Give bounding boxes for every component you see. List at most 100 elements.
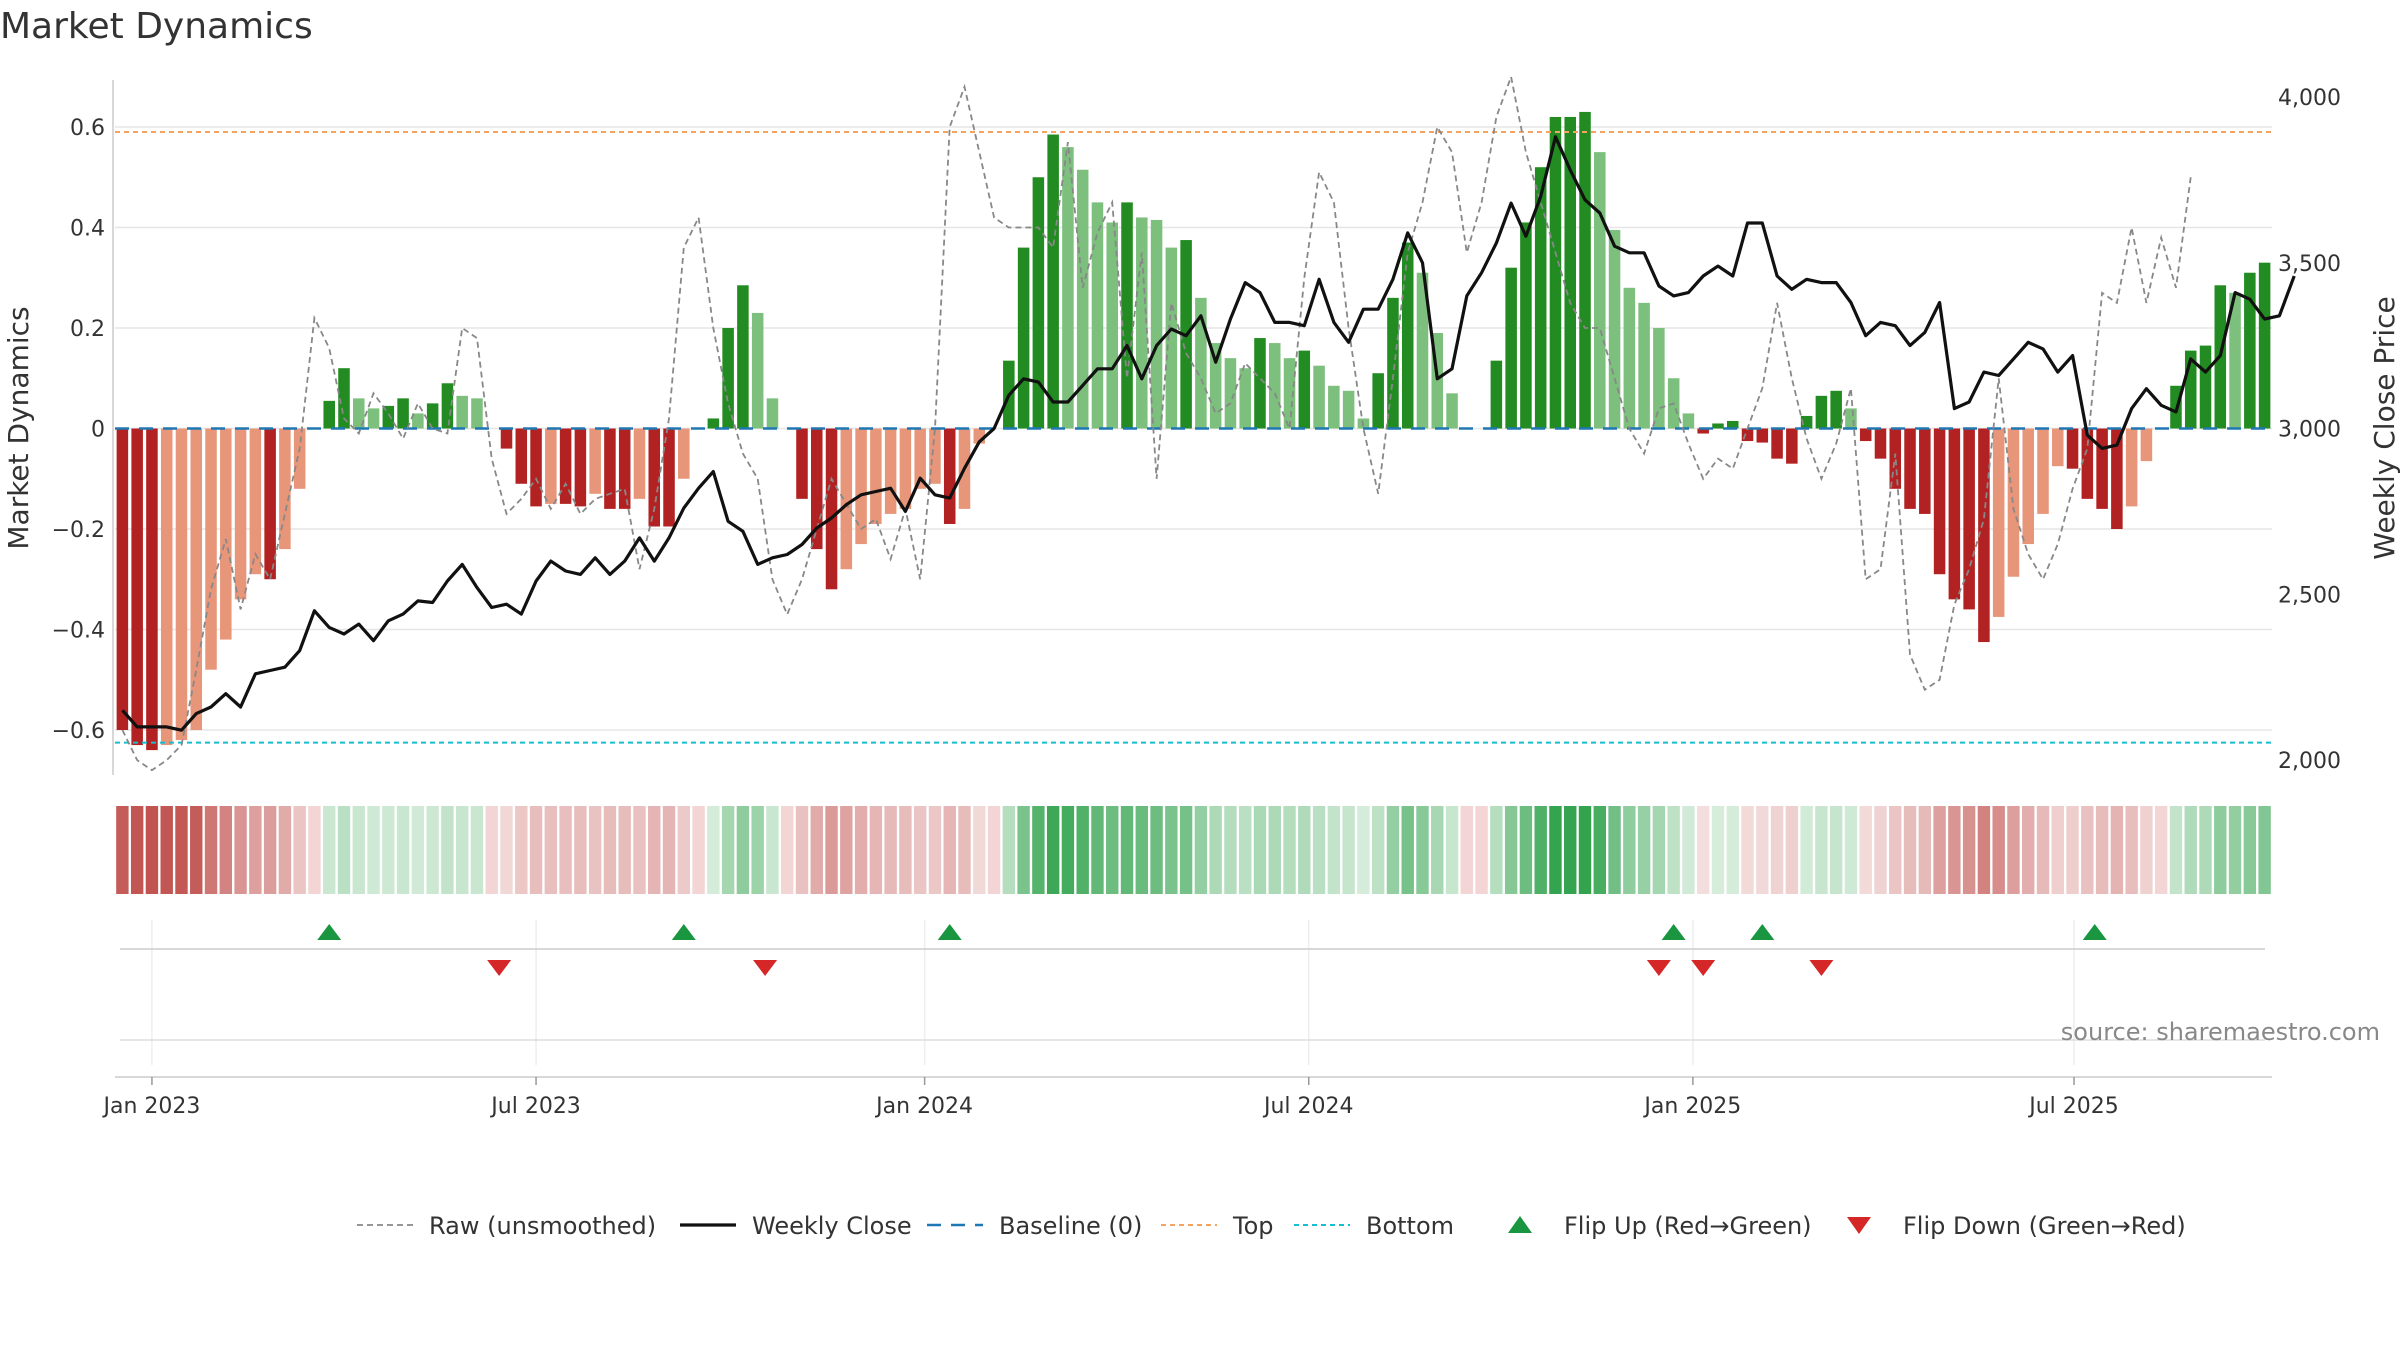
heatmap-cell bbox=[1046, 806, 1060, 894]
momentum-bar bbox=[604, 428, 616, 509]
heatmap-cell bbox=[145, 806, 159, 894]
momentum-bar bbox=[2096, 428, 2108, 509]
momentum-bar bbox=[264, 428, 276, 580]
momentum-bar bbox=[1874, 428, 1887, 459]
momentum-bar bbox=[279, 428, 291, 550]
heatmap-cell bbox=[869, 806, 883, 894]
heatmap-cell bbox=[382, 806, 395, 894]
legend-label: Bottom bbox=[1366, 1212, 1454, 1240]
heatmap-cell bbox=[1475, 806, 1488, 894]
heatmap-cell bbox=[2081, 806, 2094, 894]
momentum-bar bbox=[1564, 116, 1576, 429]
momentum-bar bbox=[1712, 423, 1724, 429]
heatmap-cell bbox=[1829, 806, 1843, 894]
heatmap-cell bbox=[1076, 806, 1089, 894]
momentum-bar bbox=[1387, 297, 1399, 429]
heatmap-cell bbox=[707, 806, 720, 894]
heatmap-cell bbox=[913, 806, 927, 894]
momentum-bar bbox=[1608, 230, 1621, 429]
heatmap-cell bbox=[1120, 806, 1134, 894]
momentum-bar bbox=[811, 428, 823, 550]
heatmap-cell bbox=[943, 806, 956, 894]
momentum-bar bbox=[1328, 385, 1340, 429]
y-tick-right-label: 2,500 bbox=[2278, 583, 2341, 608]
heatmap-cell bbox=[1637, 806, 1651, 894]
heatmap-cell bbox=[2022, 806, 2035, 894]
heatmap-cell bbox=[1623, 806, 1636, 894]
momentum-bar bbox=[1520, 222, 1532, 429]
legend-swatch-flip-down bbox=[1847, 1217, 1871, 1234]
momentum-bar bbox=[574, 428, 587, 507]
momentum-bar bbox=[1756, 428, 1769, 443]
momentum-bar bbox=[899, 428, 912, 509]
heatmap-cell bbox=[1948, 806, 1961, 894]
heatmap-cell bbox=[426, 806, 439, 894]
heatmap-cell bbox=[130, 806, 144, 894]
heatmap-cell bbox=[810, 806, 823, 894]
x-axis: Jan 2023 Jul 2023 Jan 2024 Jul 2024 Jan 2025… bbox=[101, 1076, 2272, 1119]
heatmap-cell bbox=[175, 806, 188, 894]
heatmap-cell bbox=[1312, 806, 1326, 894]
heatmap-cell bbox=[263, 806, 277, 894]
momentum-bar bbox=[2125, 428, 2138, 507]
momentum-bar bbox=[618, 428, 631, 509]
momentum-bar bbox=[1579, 111, 1591, 429]
heatmap-cell bbox=[485, 806, 498, 894]
heatmap-cell bbox=[840, 806, 853, 894]
heatmap-cell bbox=[958, 806, 971, 894]
flip-down-marker bbox=[1691, 960, 1716, 976]
heatmap-cell bbox=[1903, 806, 1917, 894]
heatmap-cell bbox=[2095, 806, 2109, 894]
momentum-bar bbox=[589, 428, 601, 494]
momentum-bar bbox=[2140, 428, 2153, 462]
momentum-bar bbox=[1992, 428, 2005, 617]
heatmap-cell bbox=[352, 806, 365, 894]
momentum-bar bbox=[2081, 428, 2094, 499]
heatmap-cell bbox=[1239, 806, 1252, 894]
momentum-bar bbox=[840, 428, 853, 570]
heatmap-cell bbox=[337, 806, 351, 894]
momentum-bar bbox=[943, 428, 956, 524]
momentum-bars bbox=[116, 111, 2271, 751]
heatmap-cell bbox=[1342, 806, 1355, 894]
momentum-bar bbox=[1786, 428, 1798, 464]
y-tick-left-label: 0.6 bbox=[70, 116, 105, 141]
momentum-bar bbox=[1239, 368, 1251, 429]
x-tick-label: Jan 2025 bbox=[1642, 1094, 1741, 1119]
momentum-bar bbox=[412, 413, 424, 429]
momentum-bar bbox=[1549, 116, 1562, 429]
momentum-bar bbox=[1638, 302, 1650, 429]
legend-label: Weekly Close bbox=[752, 1212, 912, 1240]
momentum-bar bbox=[1800, 415, 1813, 429]
reference-lines bbox=[115, 131, 2272, 744]
heatmap-cell bbox=[1091, 806, 1104, 894]
momentum-bar bbox=[1741, 428, 1754, 442]
heatmap-cell bbox=[1711, 806, 1725, 894]
y-tick-left-label: −0.4 bbox=[52, 619, 105, 644]
momentum-bar bbox=[1121, 202, 1133, 429]
momentum-bar bbox=[1047, 134, 1059, 429]
heatmap-cell bbox=[2036, 806, 2050, 894]
momentum-bar bbox=[1106, 222, 1119, 429]
momentum-bar bbox=[353, 398, 365, 429]
heatmap-cell bbox=[1859, 806, 1872, 894]
heatmap-cell bbox=[2184, 806, 2197, 894]
heatmap-cell bbox=[1460, 806, 1474, 894]
momentum-bar bbox=[160, 428, 173, 746]
heatmap-cell bbox=[2140, 806, 2153, 894]
heatmap-cell bbox=[1032, 806, 1045, 894]
heatmap-cell bbox=[1327, 806, 1341, 894]
momentum-bar bbox=[456, 395, 468, 429]
heatmap-cell bbox=[1165, 806, 1178, 894]
momentum-bar bbox=[146, 428, 158, 751]
momentum-bar bbox=[1933, 428, 1946, 575]
price-lines bbox=[121, 73, 2296, 772]
heatmap-cell bbox=[781, 806, 794, 894]
heatmap-cell bbox=[367, 806, 380, 894]
momentum-bar bbox=[205, 428, 217, 670]
momentum-bar bbox=[1017, 247, 1030, 429]
heatmap-cell bbox=[1490, 806, 1503, 894]
heatmap-cell bbox=[1962, 806, 1976, 894]
momentum-bar bbox=[1150, 219, 1163, 429]
